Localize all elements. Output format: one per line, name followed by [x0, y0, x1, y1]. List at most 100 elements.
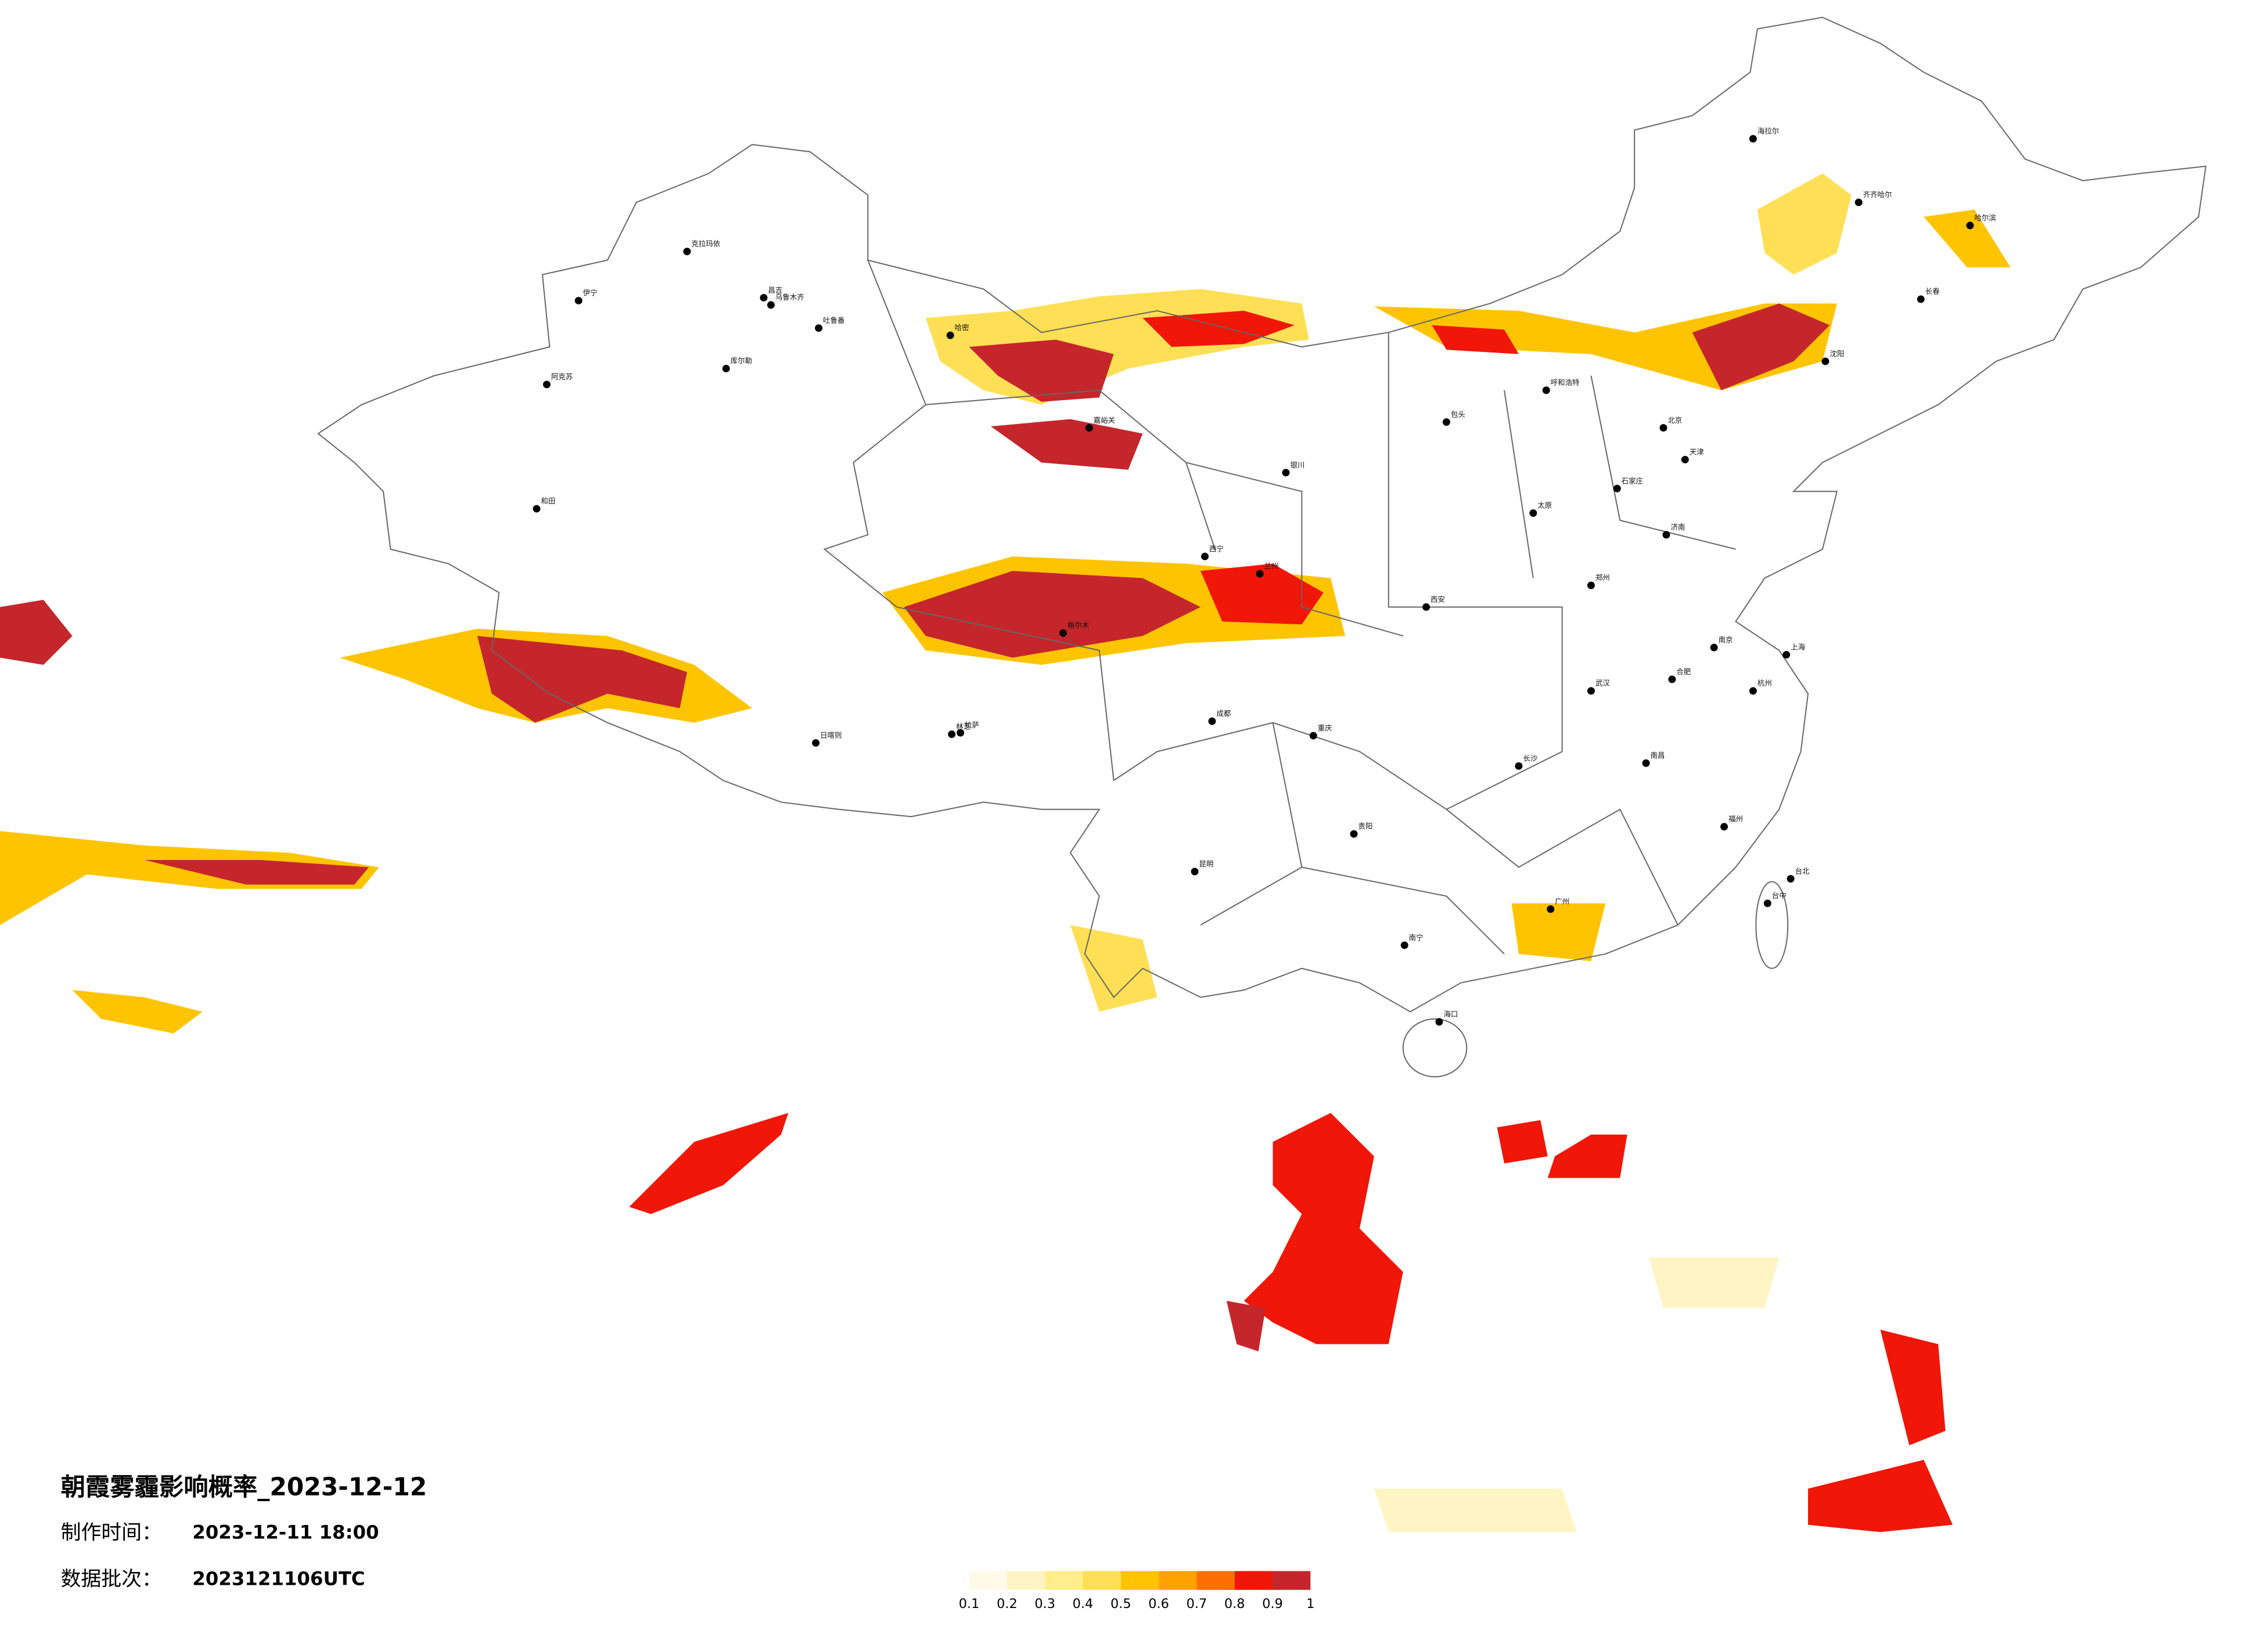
- legend-swatch: [1120, 1571, 1159, 1590]
- city-dot: [1966, 221, 1974, 229]
- city-dot: [1435, 1018, 1443, 1026]
- city-dot: [1350, 830, 1358, 838]
- city-label: 克拉玛依: [691, 239, 720, 248]
- haze-area: [477, 636, 687, 723]
- city-dot: [1681, 455, 1689, 463]
- country-border: [317, 16, 2207, 1013]
- haze-area: [1432, 325, 1519, 354]
- city-dot: [542, 380, 551, 388]
- legend-swatch: [1045, 1571, 1083, 1590]
- city-label: 库尔勒: [731, 357, 752, 365]
- haze-area: [1808, 1459, 1953, 1533]
- city-dot: [1821, 357, 1830, 365]
- city-dot: [812, 739, 820, 747]
- city-dot: [1515, 762, 1523, 770]
- haze-area: [1924, 209, 2011, 268]
- city-dot: [683, 247, 691, 256]
- city-label: 日喀则: [820, 731, 842, 739]
- legend-swatch: [969, 1571, 1007, 1590]
- city-dot: [1662, 531, 1670, 539]
- city-label: 格尔木: [1067, 621, 1090, 629]
- city-label: 齐齐哈尔: [1863, 190, 1892, 199]
- haze-area: [1142, 311, 1295, 347]
- legend-tick-label: 0.9: [1262, 1596, 1283, 1611]
- city-label: 台北: [1795, 866, 1810, 875]
- batch-label: 数据批次：: [61, 1567, 162, 1591]
- city-label: 武汉: [1595, 679, 1610, 688]
- city-dot: [1917, 295, 1925, 303]
- city-label: 南宁: [1409, 933, 1424, 942]
- city-label: 乌鲁木齐: [775, 293, 804, 301]
- city-label: 银川: [1290, 461, 1304, 469]
- city-label: 林芝: [956, 722, 971, 731]
- city-dot: [1854, 198, 1863, 206]
- city-dot: [1422, 603, 1430, 611]
- city-dot: [1782, 650, 1791, 659]
- city-dot: [1208, 717, 1216, 725]
- haze-area: [1511, 903, 1606, 962]
- legend-swatch: [1234, 1571, 1273, 1590]
- city-label: 呼和浩特: [1551, 378, 1580, 387]
- haze-area: [1070, 924, 1158, 1012]
- city-label: 郑州: [1595, 573, 1610, 582]
- city-dot: [1613, 484, 1621, 492]
- city-label: 贵阳: [1358, 822, 1373, 830]
- city-label: 长春: [1925, 287, 1940, 296]
- city-label: 长沙: [1523, 754, 1537, 762]
- legend-tick-label: 0.4: [1073, 1596, 1094, 1611]
- city-dot: [1587, 687, 1595, 695]
- city-label: 天津: [1690, 448, 1704, 456]
- city-label: 西安: [1430, 595, 1445, 603]
- city-dot: [1400, 941, 1408, 949]
- city-dot: [1309, 732, 1317, 740]
- legend-swatch: [1196, 1571, 1235, 1590]
- city-label: 哈密: [955, 323, 969, 332]
- city-label: 合肥: [1676, 667, 1691, 676]
- city-label: 阿克苏: [551, 372, 573, 381]
- haze-area: [1226, 1301, 1266, 1352]
- city-dot: [1720, 823, 1728, 831]
- city-label: 昌吉: [768, 286, 782, 294]
- haze-area: [1880, 1329, 1946, 1445]
- city-dot: [1282, 469, 1290, 477]
- haze-areas: [0, 173, 2011, 1533]
- city-label: 南昌: [1651, 751, 1665, 760]
- city-label: 台中: [1772, 891, 1787, 900]
- batch: 2023121106UTC: [192, 1567, 365, 1589]
- city-dot: [1668, 675, 1676, 684]
- city-label: 南京: [1719, 635, 1733, 644]
- legend-tick-label: 1: [1306, 1596, 1314, 1611]
- city-label: 上海: [1791, 643, 1805, 652]
- island: [1755, 881, 1789, 969]
- haze-area: [1547, 1134, 1627, 1178]
- city-dot: [1085, 424, 1093, 432]
- legend-tick-label: 0.7: [1187, 1596, 1207, 1611]
- city-dot: [946, 331, 954, 339]
- city-label: 西宁: [1209, 544, 1224, 553]
- city-label: 石家庄: [1622, 476, 1643, 485]
- borders: [317, 16, 2207, 1078]
- legend: 0.1 0.2 0.3 0.4 0.5 0.6 0.7 0.8 0.9 1: [959, 1571, 1314, 1611]
- legend-swatch: [1083, 1571, 1121, 1590]
- city-label: 昆明: [1199, 859, 1214, 868]
- city-label: 杭州: [1757, 679, 1772, 688]
- haze-area: [145, 859, 369, 885]
- city-dot: [1547, 905, 1555, 913]
- haze-area: [1692, 303, 1830, 390]
- city-dot: [1059, 629, 1067, 637]
- haze-area: [969, 339, 1114, 402]
- haze-area: [1497, 1120, 1548, 1164]
- legend-swatch: [1007, 1571, 1045, 1590]
- city-label: 重庆: [1318, 724, 1332, 732]
- city-dot: [1763, 900, 1771, 908]
- city-dot: [815, 324, 823, 332]
- city-dot: [1749, 135, 1757, 143]
- city-dot: [1642, 759, 1650, 767]
- city-dot: [1749, 687, 1757, 695]
- city-dot: [1787, 875, 1795, 883]
- haze-area: [1374, 1488, 1577, 1533]
- island: [1402, 1018, 1468, 1078]
- city-label: 海口: [1443, 1010, 1458, 1019]
